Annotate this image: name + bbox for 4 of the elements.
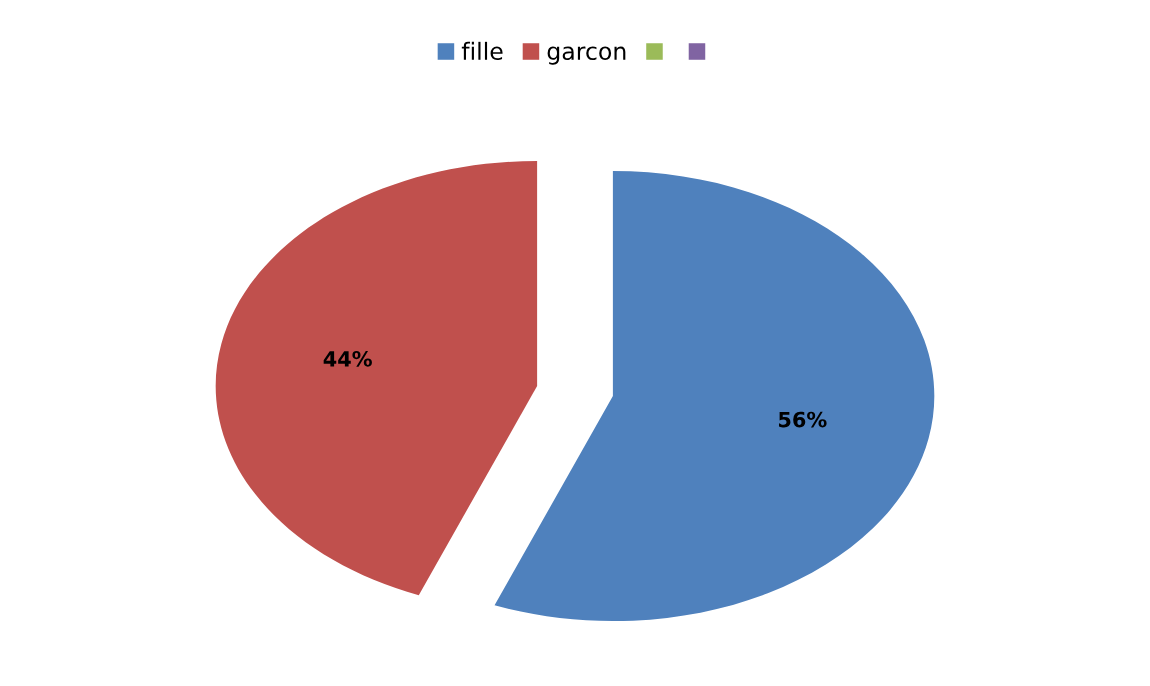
data-label: 56% (779, 411, 827, 428)
legend-label: garcon (547, 46, 626, 65)
data-label: 44% (323, 350, 372, 367)
legend-label: fille (461, 41, 503, 61)
